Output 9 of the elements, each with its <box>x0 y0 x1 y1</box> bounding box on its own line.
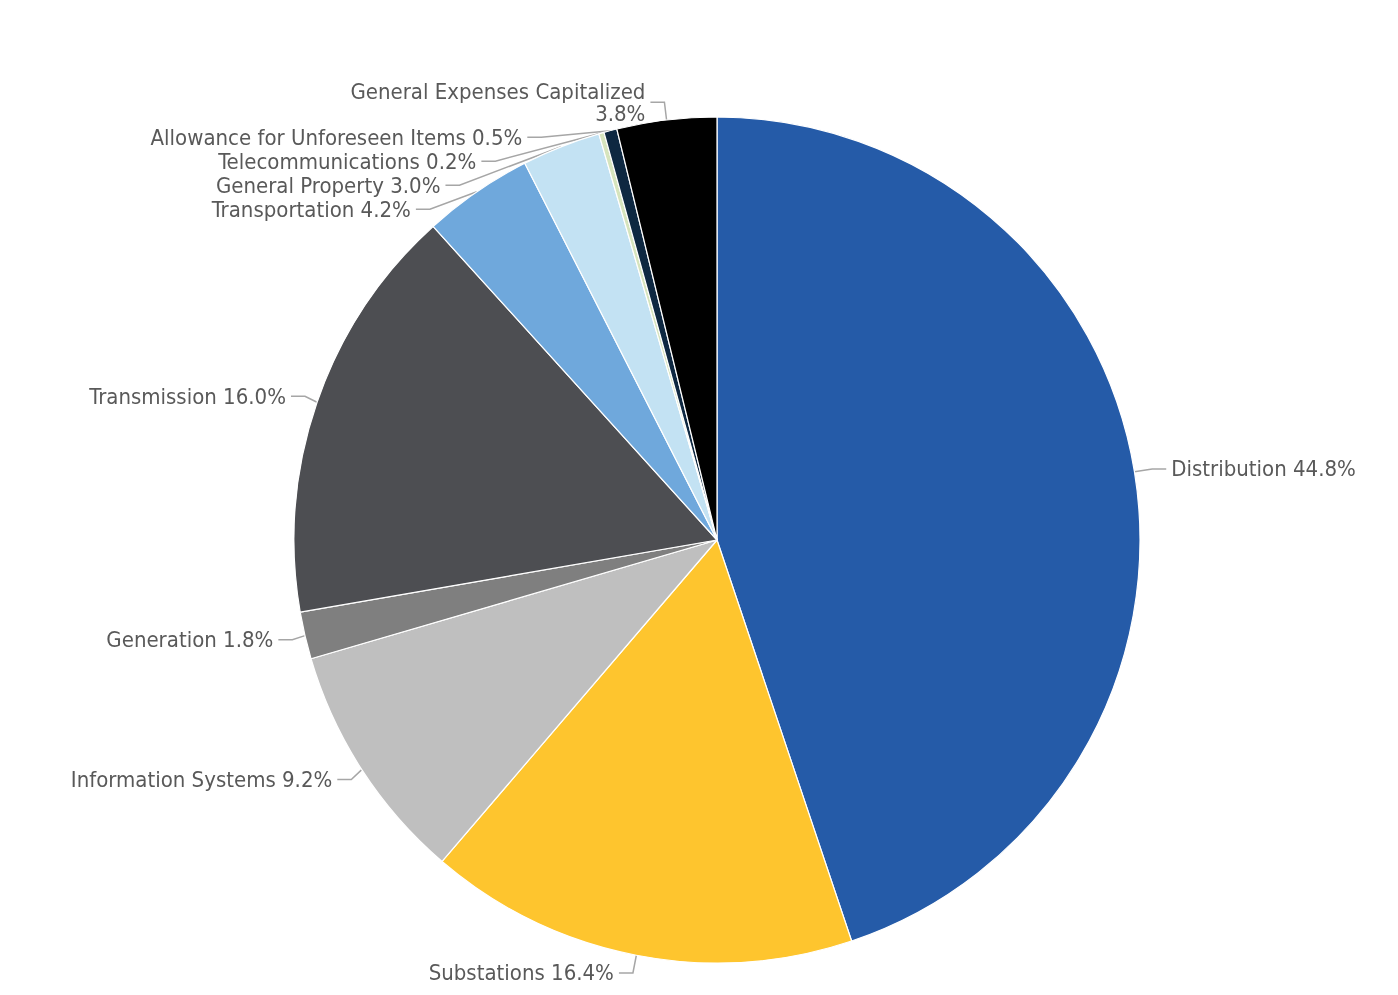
slice-label: General Property 3.0% <box>215 172 441 198</box>
slice-label: Transmission 16.0% <box>88 383 286 409</box>
slice-label: Generation 1.8% <box>106 627 274 653</box>
slice-label: Transportation 4.2% <box>210 196 411 222</box>
slice-label: Allowance for Unforeseen Items 0.5% <box>150 124 523 150</box>
slice-label: Telecommunications 0.2% <box>217 148 477 174</box>
slice-label: Information Systems 9.2% <box>70 766 333 792</box>
slice-label: Substations 16.4% <box>428 960 614 986</box>
slice-label: Distribution 44.8% <box>1171 456 1356 482</box>
